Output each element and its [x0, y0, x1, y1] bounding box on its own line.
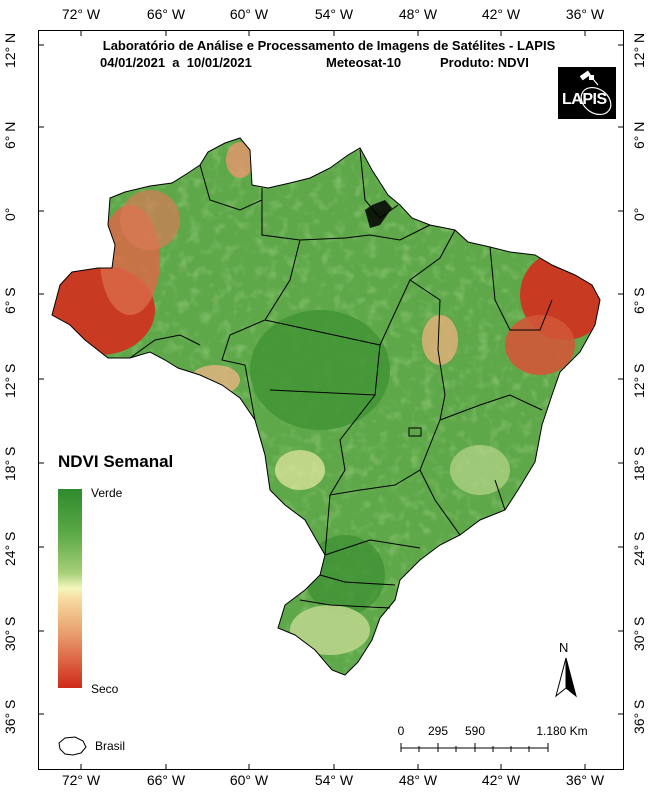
scale-bar	[400, 743, 549, 752]
lon-label-66w-top: 66° W	[146, 6, 186, 22]
title-lab-name: Laboratório de Análise e Processamento d…	[102, 38, 556, 53]
title-satellite: Meteosat-10	[326, 55, 402, 70]
brasil-outline-icon	[58, 736, 87, 756]
lon-label-60w-bottom: 60° W	[229, 772, 269, 788]
lon-label-66w-bottom: 66° W	[146, 772, 186, 788]
lon-label-72w-bottom: 72° W	[61, 772, 101, 788]
north-arrow-label: N	[559, 640, 569, 655]
logo-text: LAPIS	[562, 91, 607, 108]
lapis-logo: LAPIS	[558, 67, 616, 119]
scale-label-590: 590	[464, 724, 486, 738]
title-product: Produto: NDVI	[440, 55, 529, 70]
lon-label-42w-bottom: 42° W	[481, 772, 521, 788]
satellite-orbit-icon	[579, 70, 612, 116]
legend-high-label: Verde	[91, 486, 123, 500]
lon-label-36w-top: 36° W	[565, 6, 605, 22]
legend-boundary-label: Brasil	[95, 739, 126, 753]
legend-title: NDVI Semanal	[58, 452, 174, 471]
lon-label-54w-top: 54° W	[314, 6, 354, 22]
lon-label-42w-top: 42° W	[481, 6, 521, 22]
lon-label-54w-bottom: 54° W	[314, 772, 354, 788]
scale-label-1180: 1.180 Km	[536, 724, 588, 738]
map-frame	[38, 30, 624, 770]
lon-label-60w-top: 60° W	[229, 6, 269, 22]
title-date-range: 04/01/2021 a 10/01/2021	[100, 55, 252, 70]
lon-label-72w-top: 72° W	[61, 6, 101, 22]
lon-label-48w-top: 48° W	[398, 6, 438, 22]
legend-low-label: Seco	[91, 682, 119, 696]
north-arrow-icon	[555, 657, 577, 698]
legend-color-bar	[58, 489, 82, 688]
scale-label-295: 295	[427, 724, 449, 738]
lon-label-48w-bottom: 48° W	[398, 772, 438, 788]
lon-label-36w-bottom: 36° W	[565, 772, 605, 788]
scale-label-0: 0	[397, 724, 405, 738]
